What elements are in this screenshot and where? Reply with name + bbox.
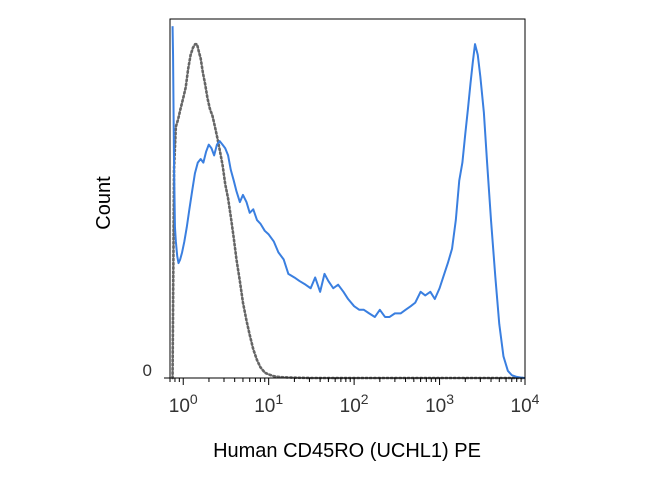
tick-layer: 100 101 102 103 104 0 [143,361,540,417]
x-tick-label: 104 [511,391,540,417]
x-tick-label: 100 [169,391,198,417]
plot-frame [169,18,526,379]
x-tick-label: 103 [425,391,454,417]
series-layer [171,26,527,380]
y-tick-label: 0 [143,361,152,380]
x-axis-label: Human CD45RO (UCHL1) PE [213,440,481,462]
series-line-control-dotted [171,42,527,380]
y-axis-label: Count [93,176,115,230]
x-tick-label: 101 [254,391,283,417]
series-line-stained-solid [171,26,526,379]
x-tick-label: 102 [340,391,369,417]
